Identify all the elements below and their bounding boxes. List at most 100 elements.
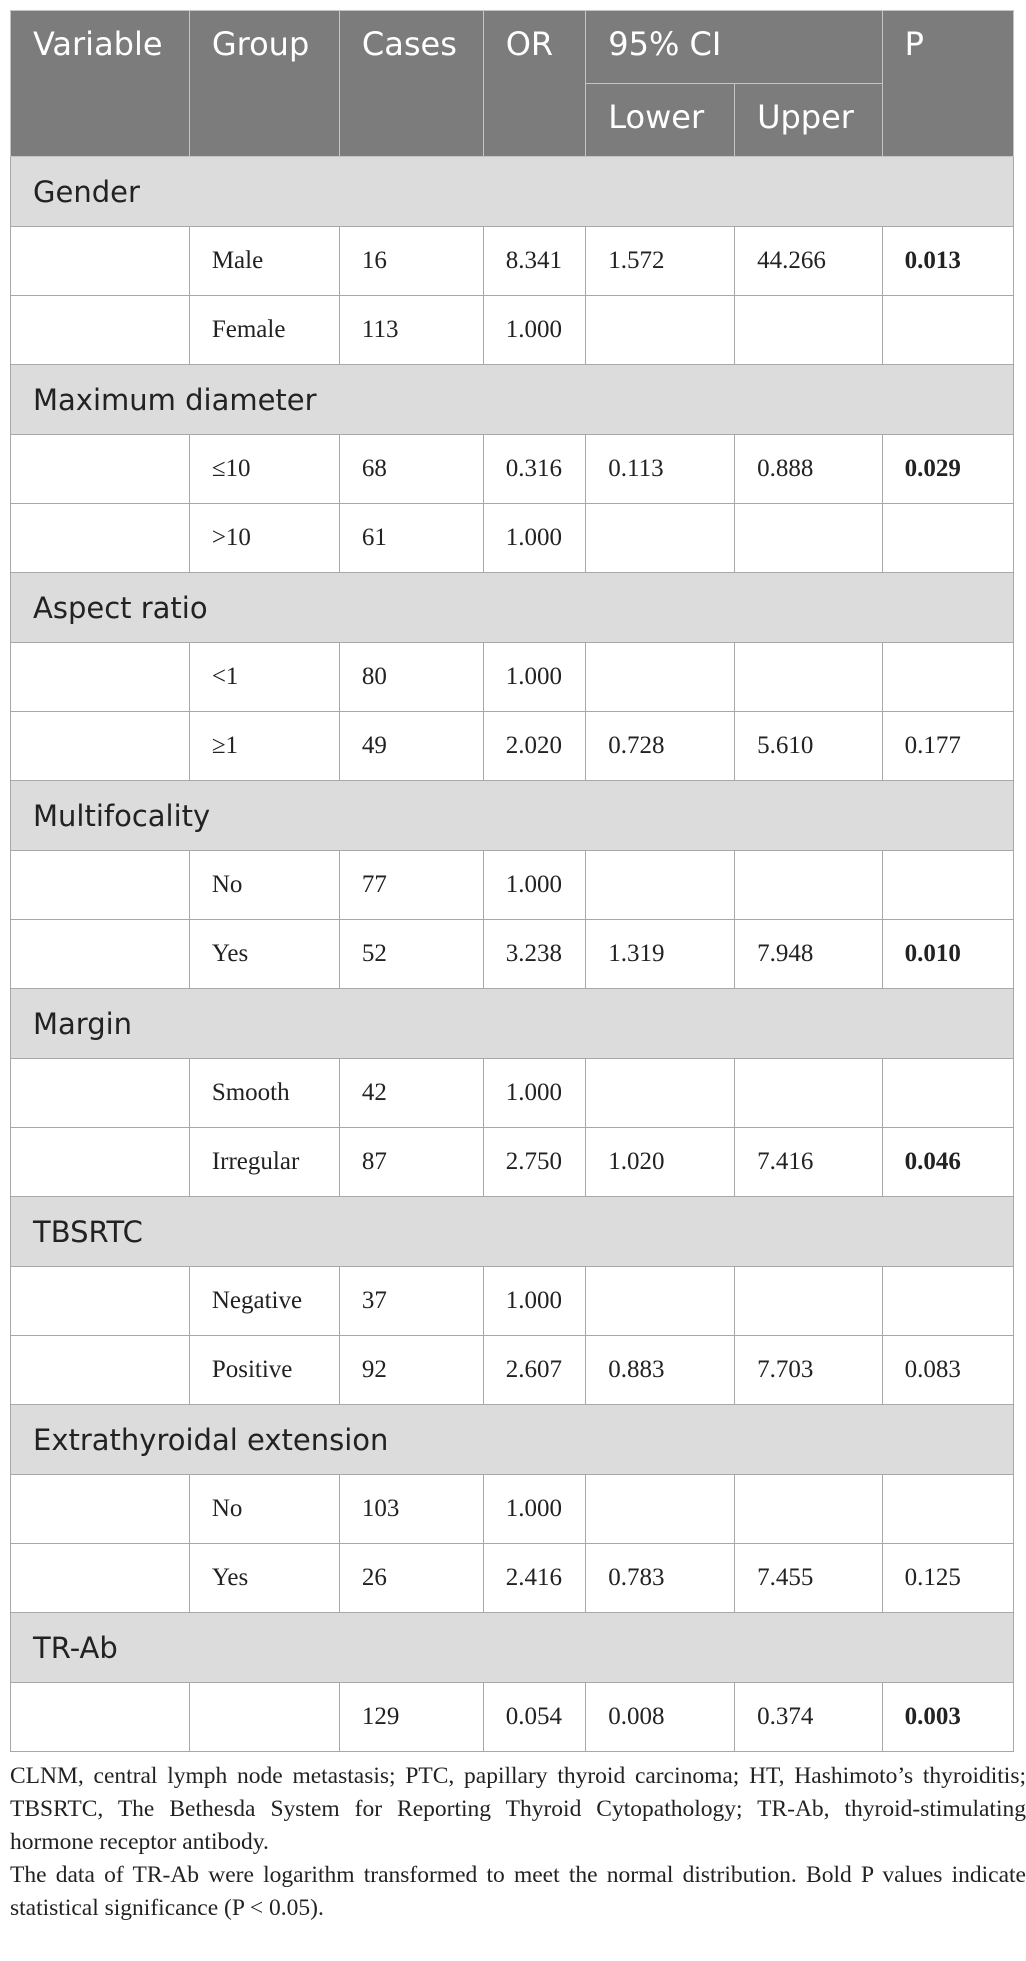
group-cell: Yes [188,919,340,989]
section-row: Extrathyroidal extension [10,1404,1014,1475]
cases-cell: 80 [338,642,484,712]
variable-cell [10,919,190,989]
variable-cell [10,1335,190,1405]
group-cell: ≤10 [188,434,340,504]
group-cell: Smooth [188,1058,340,1128]
cases-cell: 37 [338,1266,484,1336]
upper-cell: 5.610 [734,711,883,781]
header-ci-lower: Lower [585,83,736,157]
header-cases: Cases [338,10,484,157]
or-cell: 1.000 [482,503,587,573]
variable-cell [10,1266,190,1336]
lower-cell [585,503,736,573]
header-p: P [881,10,1015,157]
group-cell: Yes [188,1543,340,1613]
table-row: Yes 52 3.238 1.319 7.948 0.010 [10,919,1015,989]
group-cell: No [188,850,340,920]
p-cell: 0.003 [881,1682,1015,1752]
table-row: No 77 1.000 [10,850,1015,920]
group-cell: ≥1 [188,711,340,781]
header-variable: Variable [10,10,190,157]
regression-table: Variable Group Cases OR 95% CI P Lower U… [10,10,1015,1752]
section-row: Multifocality [10,780,1014,851]
variable-cell [10,1127,190,1197]
cases-cell: 92 [338,1335,484,1405]
upper-cell [734,503,883,573]
variable-cell [10,642,190,712]
p-cell [881,503,1015,573]
upper-cell: 7.416 [734,1127,883,1197]
cases-cell: 87 [338,1127,484,1197]
cases-cell: 129 [338,1682,484,1752]
cases-cell: 68 [338,434,484,504]
lower-cell: 1.020 [585,1127,736,1197]
variable-cell [10,711,190,781]
table-row: Yes 26 2.416 0.783 7.455 0.125 [10,1543,1015,1613]
p-cell: 0.177 [881,711,1015,781]
upper-cell [734,1266,883,1336]
upper-cell: 7.703 [734,1335,883,1405]
group-cell: >10 [188,503,340,573]
results-table-container: Variable Group Cases OR 95% CI P Lower U… [10,10,1026,1925]
header-or: OR [482,10,587,157]
group-cell: Negative [188,1266,340,1336]
cases-cell: 103 [338,1474,484,1544]
variable-cell [10,1058,190,1128]
section-title: TBSRTC [10,1196,1014,1267]
or-cell: 1.000 [482,1266,587,1336]
p-cell [881,295,1015,365]
or-cell: 0.054 [482,1682,587,1752]
upper-cell: 0.374 [734,1682,883,1752]
upper-cell: 44.266 [734,226,883,296]
header-ci: 95% CI [585,10,883,84]
variable-cell [10,1682,190,1752]
lower-cell [585,1058,736,1128]
group-cell: Irregular [188,1127,340,1197]
or-cell: 1.000 [482,295,587,365]
table-footnotes: CLNM, central lymph node metastasis; PTC… [10,1760,1026,1925]
upper-cell [734,295,883,365]
table-row: Positive 92 2.607 0.883 7.703 0.083 [10,1335,1015,1405]
header-group: Group [188,10,340,157]
cases-cell: 77 [338,850,484,920]
footnote-abbreviations: CLNM, central lymph node metastasis; PTC… [10,1763,1026,1855]
group-cell: <1 [188,642,340,712]
group-cell: Male [188,226,340,296]
section-title: Aspect ratio [10,572,1014,643]
table-row: >10 61 1.000 [10,503,1015,573]
table-row: ≥1 49 2.020 0.728 5.610 0.177 [10,711,1015,781]
or-cell: 2.416 [482,1543,587,1613]
variable-cell [10,295,190,365]
lower-cell: 0.783 [585,1543,736,1613]
table-header: Variable Group Cases OR 95% CI P Lower U… [10,10,1015,157]
cases-cell: 49 [338,711,484,781]
section-title: Gender [10,156,1014,227]
lower-cell [585,1266,736,1336]
upper-cell: 0.888 [734,434,883,504]
p-cell: 0.125 [881,1543,1015,1613]
table-row: ≤10 68 0.316 0.113 0.888 0.029 [10,434,1015,504]
section-row: Aspect ratio [10,572,1014,643]
table-row: Negative 37 1.000 [10,1266,1015,1336]
variable-cell [10,226,190,296]
upper-cell [734,1474,883,1544]
lower-cell [585,295,736,365]
or-cell: 0.316 [482,434,587,504]
or-cell: 1.000 [482,850,587,920]
or-cell: 1.000 [482,1474,587,1544]
variable-cell [10,850,190,920]
upper-cell [734,850,883,920]
header-ci-upper: Upper [734,83,883,157]
lower-cell [585,642,736,712]
p-cell: 0.083 [881,1335,1015,1405]
lower-cell: 0.883 [585,1335,736,1405]
or-cell: 1.000 [482,642,587,712]
table-row: Smooth 42 1.000 [10,1058,1015,1128]
table-row: Irregular 87 2.750 1.020 7.416 0.046 [10,1127,1015,1197]
cases-cell: 42 [338,1058,484,1128]
group-cell: Female [188,295,340,365]
variable-cell [10,434,190,504]
cases-cell: 52 [338,919,484,989]
section-title: Extrathyroidal extension [10,1404,1014,1475]
table-row: Male 16 8.341 1.572 44.266 0.013 [10,226,1015,296]
